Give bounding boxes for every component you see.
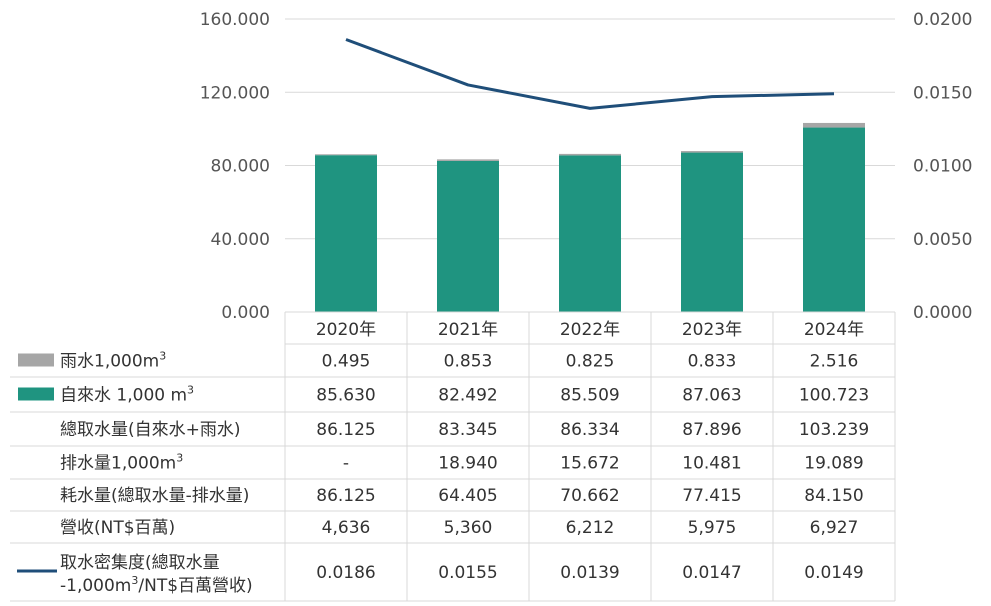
bars-layer [315,122,865,313]
ticks-layer: 160.000 120.000 80.000 40.000 0.000 0.0200 0.0… [200,10,973,323]
row-label: 排水量1,000m3 [60,452,183,474]
bar-rain-water [803,122,865,128]
table-cell: 70.662 [560,486,619,506]
y-right-tick-label: 0.0050 [913,230,972,250]
table-cell: 0.853 [444,352,493,372]
table-cell: 85.630 [316,386,375,406]
table-cell: 87.896 [682,420,741,440]
table-cell: 64.405 [438,486,497,506]
table-cell: 85.509 [560,386,619,406]
table-cell: 0.0155 [438,563,497,583]
table-cell: 83.345 [438,420,497,440]
table-cell: 5,975 [688,518,737,538]
y-left-tick-label: 120.000 [200,83,270,103]
bar-tap-water [315,155,377,312]
x-category-label: 2022年 [560,320,620,340]
y-left-tick-label: 0.000 [221,303,270,323]
bar-tap-water [681,152,743,312]
intensity-line [345,38,835,110]
table-cell: 4,636 [322,518,371,538]
table-cell: 86.125 [316,420,375,440]
table-cell: 0.0149 [804,563,863,583]
table-cell: 6,927 [810,518,859,538]
y-right-tick-label: 0.0100 [913,157,972,177]
bar-rain-water [437,159,499,161]
y-left-tick-label: 80.000 [211,157,270,177]
table-cell: 5,360 [444,518,493,538]
table-cell: - [343,454,349,474]
table-cell: 19.089 [804,454,863,474]
row-label: 總取水量(自來水+雨水) [60,420,241,440]
x-category-label: 2020年 [316,320,376,340]
table-cell: 15.672 [560,454,619,474]
row-label: -1,000m3/NT$百萬營收) [60,574,253,596]
bar-rain-water [315,154,377,156]
table-cell: 0.495 [322,352,371,372]
table-cell: 0.833 [688,352,737,372]
bar-rain-water [681,151,743,153]
bar-tap-water [803,127,865,313]
y-left-tick-label: 160.000 [200,10,270,30]
row-label: 自來水 1,000 m3 [60,384,194,406]
table-cell: 0.0186 [316,563,375,583]
row-label: 營收(NT$百萬) [60,518,175,538]
row-label: 取水密集度(總取水量 [60,553,220,573]
table-cell: 82.492 [438,386,497,406]
row-label: 耗水量(總取水量-排水量) [60,486,249,506]
table-cell: 6,212 [566,518,615,538]
y-right-tick-label: 0.0000 [913,303,972,323]
x-category-label: 2023年 [682,320,742,340]
y-left-tick-label: 40.000 [211,230,270,250]
table-cell: 0.0139 [560,563,619,583]
bar-tap-water [437,160,499,312]
bar-tap-water [559,155,621,312]
table-cell: 103.239 [799,420,869,440]
table-cell: 0.0147 [682,563,741,583]
table-cell: 100.723 [799,386,869,406]
legend-tap-swatch [18,387,54,401]
legend-rain-swatch [18,353,54,367]
bar-rain-water [559,153,621,156]
table-cell: 87.063 [682,386,741,406]
line-layer [345,38,835,110]
table-cell: 77.415 [682,486,741,506]
table-cell: 18.940 [438,454,497,474]
y-right-tick-label: 0.0150 [913,83,972,103]
table-cell: 2.516 [810,352,859,372]
table-cell: 10.481 [682,454,741,474]
x-category-label: 2024年 [804,320,864,340]
table-cell: 84.150 [804,486,863,506]
y-right-tick-label: 0.0200 [913,10,972,30]
table-cell: 0.825 [566,352,615,372]
table-cell: 86.334 [560,420,619,440]
row-label: 雨水1,000m3 [60,350,166,372]
table-cell: 86.125 [316,486,375,506]
x-category-label: 2021年 [438,320,498,340]
